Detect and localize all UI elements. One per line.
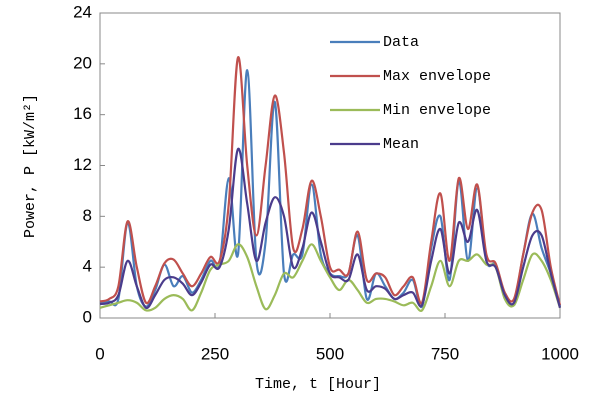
series-line [99,243,562,312]
y-tick-label: 4 [83,257,92,276]
x-tick-label: 250 [201,344,229,363]
legend-label: Mean [383,136,419,153]
y-axis-label: Power, P [kW/m²] [22,94,39,238]
y-tick-label: 20 [73,53,92,72]
x-tick-label: 750 [431,344,459,363]
series-line [99,147,562,310]
legend-label: Min envelope [383,102,491,119]
legend-label: Max envelope [383,68,491,85]
series-line [99,56,562,306]
y-tick-label: 12 [73,155,92,174]
y-tick-label: 16 [73,104,92,123]
x-tick-label: 1000 [541,344,579,363]
x-tick-label: 500 [316,344,344,363]
x-axis-label: Time, t [Hour] [255,376,381,393]
legend-label: Data [383,34,419,51]
y-tick-label: 0 [83,307,92,326]
series-line [99,69,562,309]
x-tick-label: 0 [95,344,104,363]
y-tick-label: 8 [83,206,92,225]
y-tick-label: 24 [73,2,92,21]
